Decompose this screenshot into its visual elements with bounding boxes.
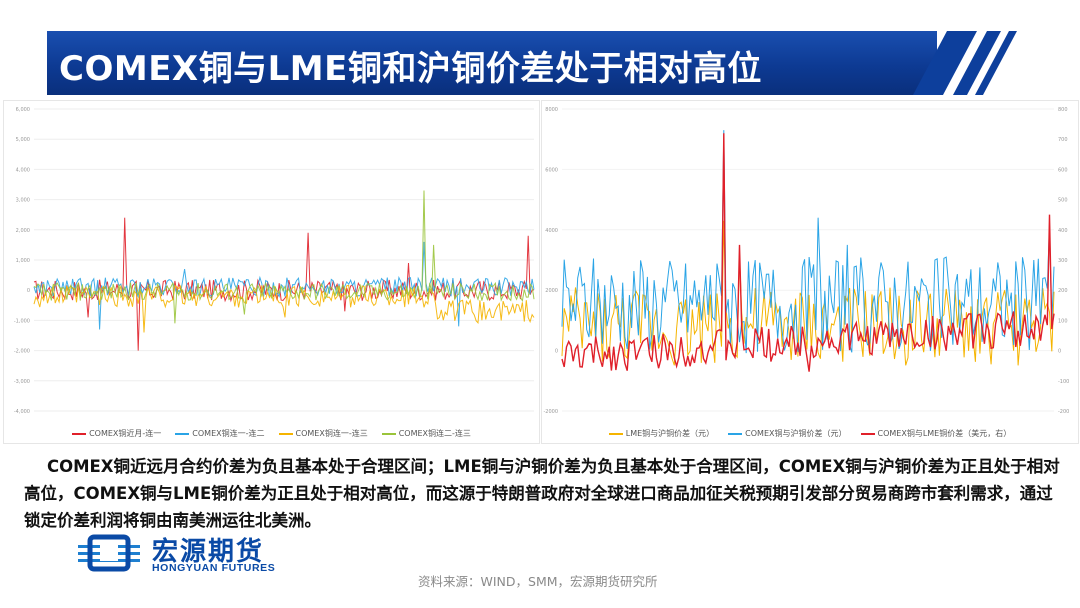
y-tick-label: -3,000: [14, 379, 30, 385]
legend-item: COMEX铜连一-连二: [175, 428, 265, 439]
y-tick-label-left: 6000: [545, 167, 558, 173]
y-tick-label-right: 500: [1058, 198, 1068, 204]
summary-paragraph: COMEX铜近远月合约价差为负且基本处于合理区间；LME铜与沪铜价差为负且基本处…: [24, 457, 1060, 530]
y-tick-label-right: 400: [1058, 228, 1068, 234]
y-tick-label: -2,000: [14, 349, 30, 355]
chart-right-panel: 8000 6000 4000 2000 0 -2000 800 700 600 500 400 300…: [541, 100, 1079, 444]
series-line-3: [561, 133, 1055, 372]
legend-item: COMEX铜与沪铜价差（元）: [728, 428, 847, 439]
y-tick-label-right: 100: [1058, 318, 1068, 324]
legend-item: LME铜与沪铜价差（元）: [608, 428, 714, 439]
y-tick-label-right: 200: [1058, 288, 1068, 294]
title-band: [47, 31, 937, 95]
y-tick-label-right: 600: [1058, 167, 1068, 173]
y-tick-label-right: -200: [1058, 409, 1069, 415]
y-tick-label: 3,000: [16, 198, 30, 204]
y-tick-label-left: 8000: [545, 107, 558, 113]
y-tick-label: 0: [27, 288, 30, 294]
chart-left-panel: 6,000 5,000 4,000 3,000 2,000 1,000 0 -1,000 -2,…: [3, 100, 540, 444]
y-tick-label: -1,000: [14, 318, 30, 324]
legend-item: COMEX铜近月-连一: [72, 428, 161, 439]
y-tick-label-right: 700: [1058, 137, 1068, 143]
series-line-2: [33, 241, 535, 330]
y-tick-label: 6,000: [16, 107, 30, 113]
y-tick-label: 5,000: [16, 137, 30, 143]
series-line-2: [561, 130, 1055, 354]
y-tick-label: -4,000: [14, 409, 30, 415]
y-tick-label-left: -2000: [543, 409, 558, 415]
legend-item: COMEX铜连二-连三: [381, 428, 471, 439]
series-line-1: [33, 217, 535, 351]
y-tick-label-right: 800: [1058, 107, 1068, 113]
title-bar: COMEX铜与LME铜和沪铜价差处于相对高位: [47, 31, 1033, 95]
chart-right-legend: LME铜与沪铜价差（元） COMEX铜与沪铜价差（元） COMEX铜与LME铜价…: [542, 428, 1078, 439]
series-line-4: [33, 190, 535, 324]
y-tick-label: 1,000: [16, 258, 30, 264]
chart-left: 6,000 5,000 4,000 3,000 2,000 1,000 0 -1,000 -2,…: [14, 107, 535, 415]
company-logo: 宏源期货 HONGYUAN FUTURES: [76, 531, 316, 577]
y-tick-label-left: 2000: [545, 288, 558, 294]
chart-left-legend: COMEX铜近月-连一 COMEX铜连一-连二 COMEX铜连一-连三 COME…: [4, 428, 539, 439]
y-tick-label-right: 0: [1058, 349, 1061, 355]
page-title: COMEX铜与LME铜和沪铜价差处于相对高位: [59, 49, 762, 89]
legend-item: COMEX铜连一-连三: [278, 428, 368, 439]
chart-right: 80006000400020000-2000800700600500400300…: [543, 107, 1069, 415]
source-note: 资料来源：WIND，SMM，宏源期货研究所: [418, 574, 658, 589]
logo-text-cn: 宏源期货: [152, 537, 265, 567]
series-line-3: [33, 284, 535, 333]
y-tick-label-right: 300: [1058, 258, 1068, 264]
legend-item: COMEX铜与LME铜价差（美元，右）: [860, 428, 1011, 439]
y-tick-label: 4,000: [16, 167, 30, 173]
logo-mark-icon: [76, 533, 142, 573]
y-tick-label: 2,000: [16, 228, 30, 234]
logo-text-en: HONGYUAN FUTURES: [152, 562, 276, 574]
y-tick-label-left: 0: [555, 349, 558, 355]
y-tick-label-right: -100: [1058, 379, 1069, 385]
y-tick-label-left: 4000: [545, 228, 558, 234]
